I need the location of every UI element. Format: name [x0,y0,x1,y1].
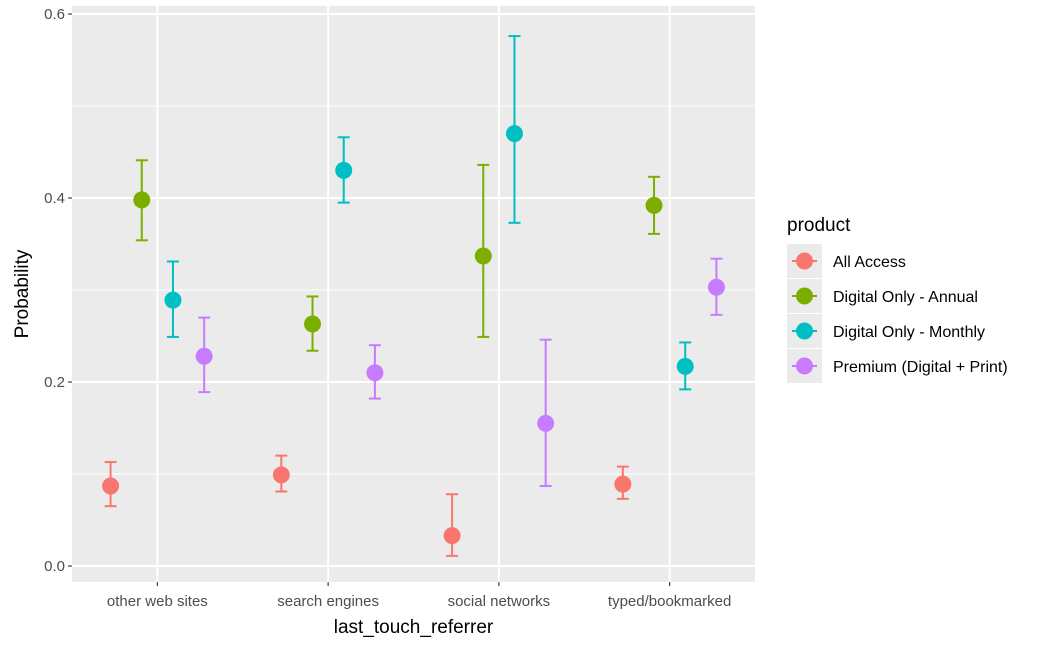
legend-label: Digital Only - Annual [833,289,978,306]
x-tick-label: other web sites [107,593,208,610]
data-point [505,125,523,143]
series-all-access [102,454,632,557]
x-tick-label: social networks [448,593,551,610]
legend-item: Premium (Digital + Print) [787,349,1008,383]
axes: 0.0 0.2 0.4 0.6 other web sites search engine… [44,6,731,610]
x-axis-title: last_touch_referrer [334,617,494,638]
y-axis-title: Probability [12,249,33,338]
data-point [272,466,290,484]
plot-panel [72,6,755,582]
legend-item: Digital Only - Annual [787,279,978,313]
data-point [304,315,322,333]
data-point [474,247,492,265]
legend-label: Premium (Digital + Print) [833,359,1008,376]
series-digital-only-annual [133,159,663,352]
legend-item: All Access [787,244,906,278]
data-point [366,364,384,382]
y-tick-label: 0.0 [44,558,65,575]
series-premium-digital-print- [195,257,725,487]
data-point [335,161,353,179]
data-point [707,278,725,296]
y-tick-label: 0.6 [44,6,65,23]
legend-label: Digital Only - Monthly [833,324,985,341]
y-tick-label: 0.4 [44,190,65,207]
grid-lines [72,6,755,582]
data-point [537,414,555,432]
x-tick-label: typed/bookmarked [608,593,731,610]
legend-key-point [796,252,813,270]
series-digital-only-monthly [164,35,694,391]
legend-key-point [796,357,813,375]
data-point [645,196,663,214]
data-point [164,291,182,309]
data-point [133,191,151,209]
data-point [676,357,694,375]
legend-title: product [787,215,851,236]
data-point [102,477,120,495]
legend-item: Digital Only - Monthly [787,314,985,348]
y-tick-label: 0.2 [44,374,65,391]
x-tick-label: search engines [277,593,379,610]
data-point [443,527,461,545]
data-point [195,347,213,365]
chart-marks [102,35,725,557]
legend-key-point [796,287,813,305]
legend-label: All Access [833,254,906,271]
legend-key-point [796,322,813,340]
legend: product All Access Digital Only - Annual D… [787,215,1008,383]
data-point [614,475,632,493]
